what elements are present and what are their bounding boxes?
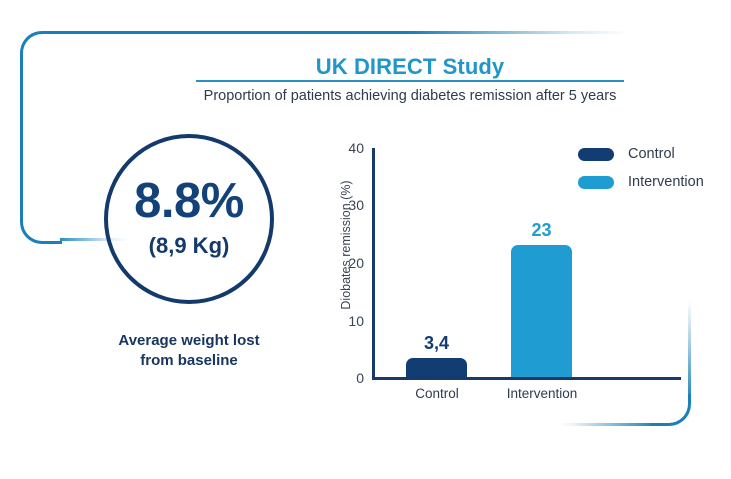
legend-swatch-intervention-icon <box>578 175 614 189</box>
frame-top-line <box>58 31 628 34</box>
stat-caption-line-1: Average weight lost <box>118 332 260 349</box>
bar-chart: Diobates remission (%) 40 30 20 10 0 3,4… <box>320 140 690 410</box>
frame-bottom-left-tail <box>60 238 130 241</box>
bar-control[interactable] <box>406 357 467 377</box>
x-tick-intervention: Intervention <box>506 386 578 401</box>
stat-circle: 8.8% (8,9 Kg) <box>104 134 274 304</box>
y-tick-30: 30 <box>348 197 364 213</box>
stat-sub-value: (8,9 Kg) <box>148 233 230 258</box>
y-axis-line <box>372 148 375 380</box>
y-tick-0: 0 <box>356 370 364 386</box>
legend-label-control: Control <box>628 146 675 162</box>
frame-bottom-line <box>560 423 656 426</box>
legend-swatch-control-icon <box>578 147 614 161</box>
x-axis-line <box>372 377 681 380</box>
y-tick-40: 40 <box>348 140 364 156</box>
page-title: UK DIRECT Study <box>315 54 505 79</box>
legend-item-control[interactable]: Control <box>578 140 728 168</box>
x-tick-control: Control <box>415 386 459 401</box>
bar-value-control: 3,4 <box>423 332 450 353</box>
y-tick-10: 10 <box>348 313 364 329</box>
stat-caption: Average weight lost from baseline <box>79 331 299 372</box>
stat-value: 8.8% <box>134 174 244 228</box>
frame-corner-top-left-icon <box>20 31 60 71</box>
y-axis-label: Diobates remission (%) <box>339 180 353 310</box>
legend-item-intervention[interactable]: Intervention <box>578 168 728 196</box>
title-divider <box>196 80 624 82</box>
frame-right-line <box>688 300 691 404</box>
y-tick-20: 20 <box>348 255 364 271</box>
frame-left-line <box>20 66 23 221</box>
bar-value-intervention: 23 <box>531 220 552 241</box>
legend-label-intervention: Intervention <box>628 174 704 190</box>
frame-corner-bottom-left-icon <box>20 214 62 244</box>
bar-intervention[interactable] <box>511 245 572 377</box>
frame-corner-bottom-right-icon <box>650 394 691 426</box>
chart-legend: Control Intervention <box>578 140 728 196</box>
page-subtitle: Proportion of patients achieving diabete… <box>203 88 617 104</box>
stat-caption-line-2: from baseline <box>140 352 238 370</box>
